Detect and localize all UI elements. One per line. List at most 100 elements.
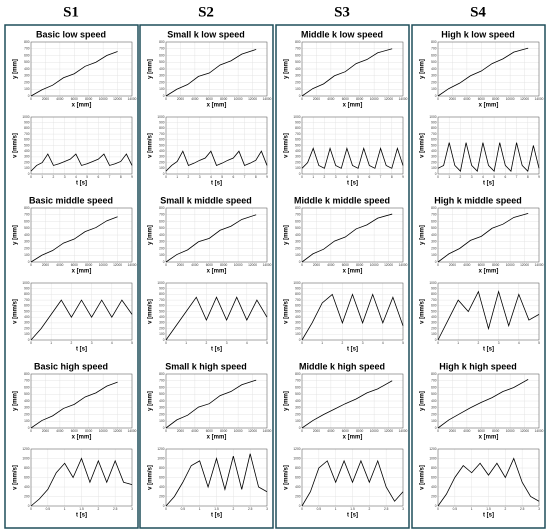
x-tick-label: 6000 <box>206 97 213 101</box>
y-tick-label: 300 <box>24 240 30 244</box>
x-tick-label: 3 <box>538 507 540 511</box>
y-tick-label: 700 <box>295 379 301 383</box>
y-axis-label: v [mm/s] <box>13 133 19 158</box>
y-axis-label: v [mm/s] <box>13 299 19 324</box>
y-tick-label: 400 <box>24 315 30 319</box>
x-tick-label: 2 <box>232 507 234 511</box>
y-tick-label: 700 <box>24 47 30 51</box>
y-axis-label: y [mm] <box>420 391 426 411</box>
x-tick-label: 0.5 <box>46 507 51 511</box>
y-tick-label: 600 <box>159 304 165 308</box>
x-axis-label: t [s] <box>76 181 87 187</box>
data-line <box>30 51 118 97</box>
column-box <box>275 24 410 529</box>
y-axis-label: y [mm] <box>284 391 290 411</box>
x-tick-label: 1 <box>448 175 450 179</box>
x-tick-label: 4 <box>346 175 348 179</box>
y-tick-label: 600 <box>24 138 30 142</box>
x-axis-label: t [s] <box>347 181 358 187</box>
y-tick-label: 600 <box>159 475 165 479</box>
y-tick-label: 300 <box>431 155 437 159</box>
plot-frame <box>301 448 404 507</box>
y-tick-label: 400 <box>159 485 165 489</box>
x-axis-label: x [mm] <box>207 435 227 441</box>
y-tick-label: 600 <box>24 475 30 479</box>
x-tick-label: 5 <box>266 341 268 345</box>
x-tick-label: 2000 <box>177 429 184 433</box>
y-tick-label: 100 <box>431 253 437 257</box>
y-tick-label: 0 <box>299 504 301 508</box>
y-tick-label: 800 <box>159 466 165 470</box>
x-tick-label: 8000 <box>220 429 227 433</box>
x-tick-label: 14000 <box>128 263 137 267</box>
x-tick-label: 0 <box>165 429 167 433</box>
y-tick-label: 600 <box>431 385 437 389</box>
x-tick-label: 2.5 <box>248 507 253 511</box>
y-tick-label: 700 <box>159 47 165 51</box>
y-tick-label: 100 <box>24 332 30 336</box>
x-tick-label: 0 <box>30 341 32 345</box>
y-tick-label: 500 <box>295 392 301 396</box>
y-tick-label: 600 <box>431 138 437 142</box>
y-tick-label: 800 <box>24 126 30 130</box>
x-tick-label: 4000 <box>463 429 470 433</box>
plot-frame <box>437 207 540 263</box>
x-tick-label: 2000 <box>177 97 184 101</box>
x-tick-label: 8000 <box>356 263 363 267</box>
y-tick-label: 400 <box>295 149 301 153</box>
y-tick-label: 0 <box>163 504 165 508</box>
x-tick-label: 6 <box>368 175 370 179</box>
x-axis-label: t [s] <box>211 181 222 187</box>
y-tick-label: 700 <box>431 298 437 302</box>
y-tick-label: 200 <box>24 80 30 84</box>
x-tick-label: 3 <box>131 507 133 511</box>
y-tick-label: 200 <box>295 80 301 84</box>
y-tick-label: 400 <box>159 233 165 237</box>
y-tick-label: 700 <box>295 213 301 217</box>
x-tick-label: 4000 <box>327 97 334 101</box>
y-axis-label: v [mm/s] <box>13 465 19 490</box>
y-tick-label: 0 <box>28 426 30 430</box>
y-tick-label: 400 <box>431 399 437 403</box>
chart-title: High k middle speed <box>434 195 522 205</box>
y-tick-label: 0 <box>435 172 437 176</box>
x-tick-label: 9 <box>402 175 404 179</box>
x-axis-label: t [s] <box>483 181 494 187</box>
y-tick-label: 700 <box>295 298 301 302</box>
x-tick-label: 4 <box>210 175 212 179</box>
y-tick-label: 400 <box>295 233 301 237</box>
y-tick-label: 500 <box>295 309 301 313</box>
y-tick-label: 900 <box>159 121 165 125</box>
column-box <box>139 24 274 529</box>
x-axis-label: x [mm] <box>72 103 92 109</box>
x-tick-label: 14000 <box>535 429 544 433</box>
y-tick-label: 400 <box>24 233 30 237</box>
x-axis-label: x [mm] <box>72 269 92 275</box>
y-tick-label: 600 <box>431 304 437 308</box>
y-axis-label: v [mm/s] <box>148 133 154 158</box>
x-tick-label: 8000 <box>492 97 499 101</box>
chart-title: High k high speed <box>439 361 517 371</box>
y-tick-label: 700 <box>295 132 301 136</box>
x-tick-label: 1 <box>335 507 337 511</box>
x-tick-label: 10000 <box>234 97 243 101</box>
y-tick-label: 300 <box>431 240 437 244</box>
x-tick-label: 0 <box>301 97 303 101</box>
y-tick-label: 700 <box>24 213 30 217</box>
x-tick-label: 8 <box>527 175 529 179</box>
y-tick-label: 0 <box>163 338 165 342</box>
y-tick-label: 0 <box>28 172 30 176</box>
y-tick-label: 200 <box>295 246 301 250</box>
y-tick-label: 800 <box>159 292 165 296</box>
y-tick-label: 300 <box>159 321 165 325</box>
chart-title: Basic high speed <box>34 361 108 371</box>
y-tick-label: 400 <box>159 149 165 153</box>
x-tick-label: 3 <box>91 341 93 345</box>
chart-title: Basic low speed <box>36 29 106 39</box>
x-tick-label: 2 <box>504 507 506 511</box>
x-tick-label: 6000 <box>342 97 349 101</box>
y-tick-label: 600 <box>295 138 301 142</box>
x-tick-label: 2000 <box>42 263 49 267</box>
x-tick-label: 6000 <box>71 429 78 433</box>
y-tick-label: 800 <box>431 40 437 44</box>
